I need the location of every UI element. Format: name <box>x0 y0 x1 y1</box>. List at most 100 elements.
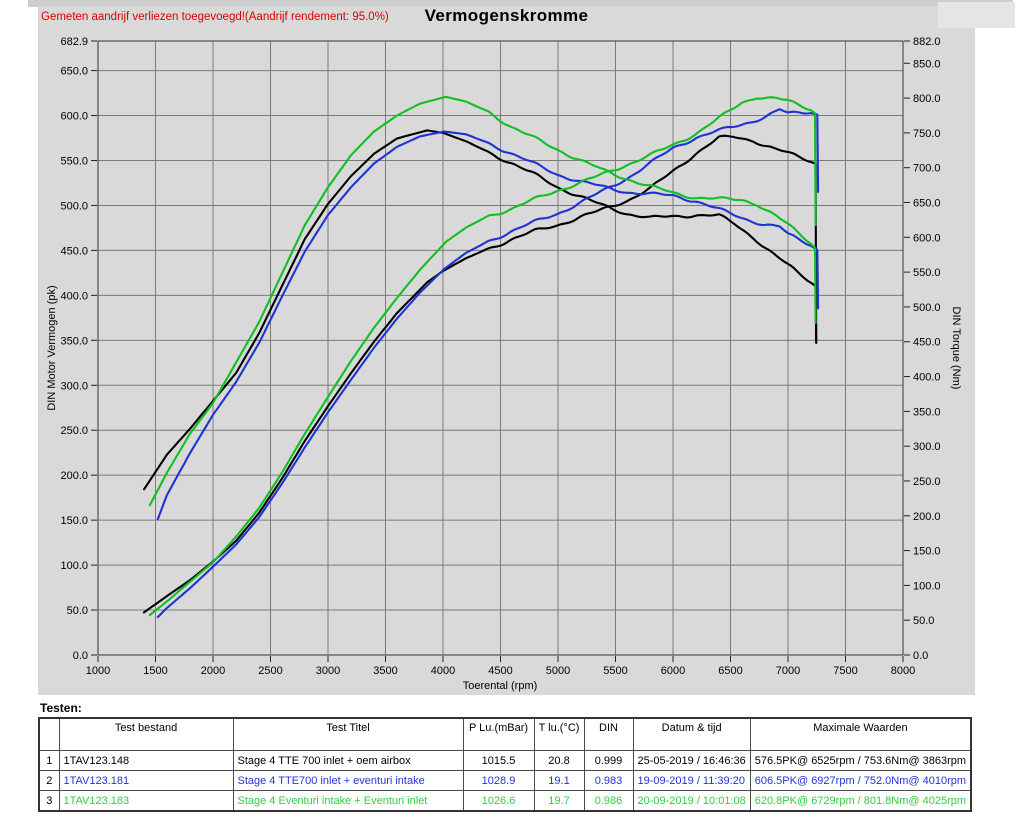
table-header-DIN: DIN <box>583 717 634 751</box>
cell-t_lu: 20.8 <box>533 750 585 771</box>
cell-max: 576.5PK@ 6525rpm / 753.6Nm@ 3863rpm <box>749 750 972 771</box>
left-axis-title: DIN Motor Vermogen (pk) <box>46 285 58 411</box>
right-axis-title: DIN Torque (Nm) <box>950 306 962 390</box>
power-curve-run1 <box>142 134 818 614</box>
panel-corner-box <box>938 2 1015 28</box>
torque-curve-run3 <box>148 95 817 507</box>
left-axis-tick-label: 0.0 <box>73 650 88 662</box>
left-axis-tick-label: 50.0 <box>67 605 88 617</box>
left-axis-tick-label: 550.0 <box>60 155 88 167</box>
right-axis-tick-label: 250.0 <box>913 476 941 488</box>
chart-panel <box>38 6 975 695</box>
cell-title: Stage 4 Eventuri intake + Eventuri inlet <box>232 790 464 812</box>
power-curve-run2 <box>156 108 820 619</box>
right-axis-tick-label: 800.0 <box>913 93 941 105</box>
x-axis-tick-label: 5500 <box>603 665 627 677</box>
cell-title: Stage 4 TTE700 inlet + eventuri intake <box>232 770 464 791</box>
x-axis-tick-label: 3500 <box>373 665 397 677</box>
tests-table: Test bestand Test Titel P Lu.(mBar) T lu.(°… <box>38 717 973 812</box>
left-axis-tick-label: 500.0 <box>60 200 88 212</box>
cell-max: 606.5PK@ 6927rpm / 752.0Nm@ 4010rpm <box>749 770 972 791</box>
cell-file: 1TAV123.148 <box>58 750 234 771</box>
x-axis-tick-label: 1500 <box>143 665 167 677</box>
cell-p_lu: 1015.5 <box>462 750 535 771</box>
test-row-3: 3 1TAV123.183 Stage 4 Eventuri intake + Ev… <box>38 790 972 812</box>
plot-frame <box>97 40 904 656</box>
x-axis-tick-label: 1000 <box>86 665 110 677</box>
table-header-P Lu.(mBar): P Lu.(mBar) <box>462 717 535 751</box>
table-header-Maximale Waarden: Maximale Waarden <box>749 717 972 751</box>
x-axis-tick-label: 2500 <box>258 665 282 677</box>
left-axis-tick-label: 600.0 <box>60 111 88 123</box>
left-axis-tick-label: 200.0 <box>60 470 88 482</box>
cell-num: 3 <box>38 790 60 812</box>
right-axis-tick-label: 400.0 <box>913 372 941 384</box>
cell-t_lu: 19.1 <box>533 770 585 791</box>
x-axis-tick-label: 6500 <box>718 665 742 677</box>
x-axis-tick-label: 4500 <box>488 665 512 677</box>
table-header-Datum & tijd: Datum & tijd <box>632 717 751 751</box>
cell-num: 1 <box>38 750 60 771</box>
x-axis-tick-label: 5000 <box>546 665 570 677</box>
right-axis-tick-label: 100.0 <box>913 580 941 592</box>
right-axis-tick-label: 850.0 <box>913 58 941 70</box>
right-axis-tick-label: 700.0 <box>913 163 941 175</box>
left-axis-tick-label: 450.0 <box>60 245 88 257</box>
power-curve-run3 <box>148 96 817 617</box>
cell-datum: 20-09-2019 / 10:01:08 <box>632 790 751 812</box>
tests-section-label: Testen: <box>40 701 82 715</box>
right-axis-tick-label: 750.0 <box>913 128 941 140</box>
x-axis-tick-label: 8000 <box>891 665 915 677</box>
window-top-strip <box>28 0 1013 7</box>
right-axis-tick-label: 882.0 <box>913 36 941 48</box>
cell-datum: 19-09-2019 / 11:39:20 <box>632 770 751 791</box>
cell-max: 620.8PK@ 6729rpm / 801.8Nm@ 4025rpm <box>749 790 972 812</box>
left-axis-tick-label: 650.0 <box>60 66 88 78</box>
right-axis-tick-label: 650.0 <box>913 198 941 210</box>
axis-ticks-and-labels: 682.9 650.0 600.0 550.0 500.0 450.0 400.0 350.0… <box>60 36 940 677</box>
left-axis-tick-label: 682.9 <box>60 36 88 48</box>
x-axis-tick-label: 6000 <box>661 665 685 677</box>
left-axis-tick-label: 100.0 <box>60 560 88 572</box>
right-axis-tick-label: 500.0 <box>913 302 941 314</box>
x-axis-tick-label: 7500 <box>833 665 857 677</box>
x-axis-tick-label: 3000 <box>316 665 340 677</box>
cell-din: 0.986 <box>583 790 634 812</box>
cell-p_lu: 1026.6 <box>462 790 535 812</box>
torque-curve-run2 <box>156 130 820 521</box>
right-axis-tick-label: 600.0 <box>913 232 941 244</box>
right-axis-tick-label: 0.0 <box>913 650 928 662</box>
chart-title: Vermogenskromme <box>424 6 589 25</box>
right-axis-tick-label: 200.0 <box>913 511 941 523</box>
right-axis-tick-label: 450.0 <box>913 337 941 349</box>
cell-title: Stage 4 TTE 700 inlet + oem airbox <box>232 750 464 771</box>
cell-p_lu: 1028.9 <box>462 770 535 791</box>
table-header-Test Titel: Test Titel <box>232 717 464 751</box>
table-header-row: Test bestand Test Titel P Lu.(mBar) T lu.(°… <box>38 717 972 751</box>
torque-curve-run1 <box>142 129 818 491</box>
left-axis-tick-label: 300.0 <box>60 380 88 392</box>
cell-num: 2 <box>38 770 60 791</box>
right-axis-tick-label: 550.0 <box>913 267 941 279</box>
x-axis-tick-label: 4000 <box>431 665 455 677</box>
cell-t_lu: 19.7 <box>533 790 585 812</box>
table-header-T lu.(°C): T lu.(°C) <box>533 717 585 751</box>
cell-file: 1TAV123.181 <box>58 770 234 791</box>
x-axis-tick-label: 7000 <box>776 665 800 677</box>
dyno-chart: 682.9 650.0 600.0 550.0 500.0 450.0 400.0 350.0… <box>60 36 940 677</box>
left-axis-tick-label: 250.0 <box>60 425 88 437</box>
cell-file: 1TAV123.183 <box>58 790 234 812</box>
test-row-2: 2 1TAV123.181 Stage 4 TTE700 inlet + event… <box>38 770 972 791</box>
cell-din: 0.983 <box>583 770 634 791</box>
left-axis-tick-label: 350.0 <box>60 335 88 347</box>
table-header-num <box>38 717 60 751</box>
left-axis-tick-label: 150.0 <box>60 515 88 527</box>
drivetrain-loss-note: Gemeten aandrijf verliezen toegevoegd!(A… <box>41 11 389 23</box>
right-axis-tick-label: 300.0 <box>913 441 941 453</box>
right-axis-tick-label: 350.0 <box>913 406 941 418</box>
gridlines <box>97 41 904 656</box>
table-header-Test bestand: Test bestand <box>58 717 234 751</box>
cell-din: 0.999 <box>583 750 634 771</box>
x-axis-title: Toerental (rpm) <box>462 680 538 692</box>
cell-datum: 25-05-2019 / 16:46:36 <box>632 750 751 771</box>
